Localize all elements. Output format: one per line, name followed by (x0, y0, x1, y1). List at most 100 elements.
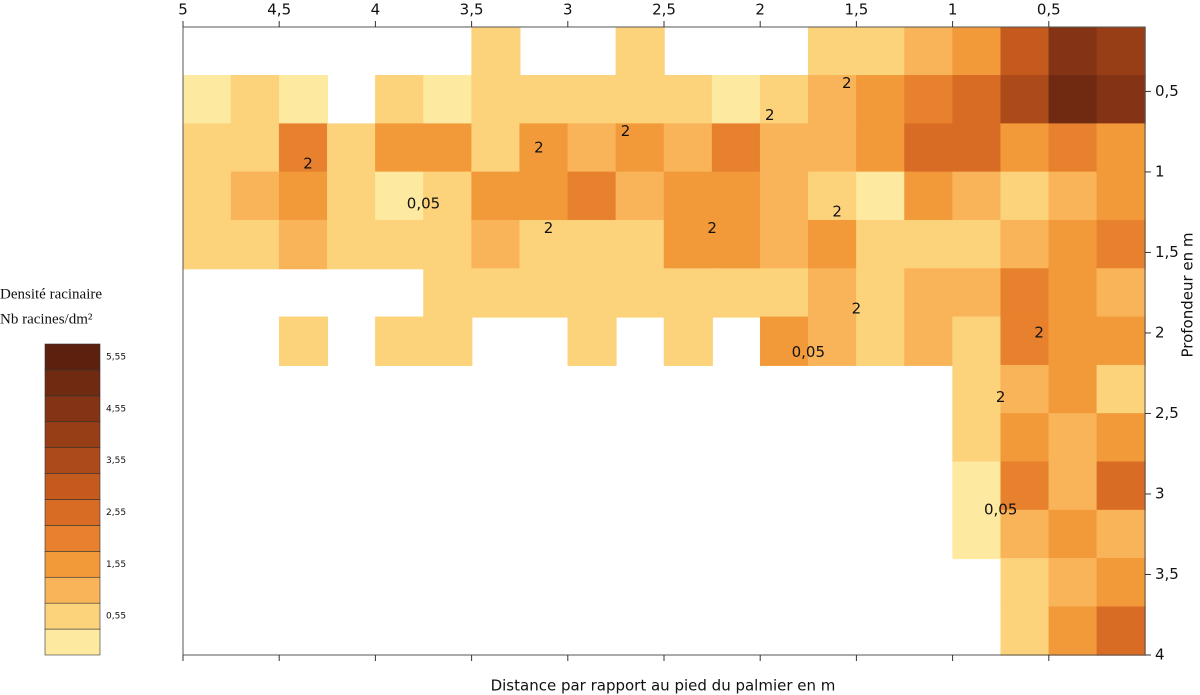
density-cell (904, 268, 954, 318)
density-cell (711, 219, 761, 270)
density-cell (615, 26, 665, 77)
density-cell (423, 171, 473, 221)
density-cell (278, 75, 329, 125)
x-tick-label: 2,5 (652, 1, 676, 19)
density-cell (1096, 364, 1146, 415)
contour-label: 2 (534, 138, 544, 156)
density-cell (615, 123, 665, 173)
contour-label: 2 (765, 106, 775, 124)
density-cell (663, 75, 713, 125)
density-cell (856, 171, 906, 221)
density-cell (952, 26, 1002, 77)
density-cell (1048, 509, 1098, 560)
density-cell (1000, 123, 1050, 173)
density-cell (1096, 413, 1146, 463)
colorbar-tick-label: 3,55 (106, 456, 126, 466)
x-tick-label: 5 (178, 1, 188, 19)
density-cell (1048, 26, 1098, 77)
density-cell (567, 316, 617, 366)
density-cell (952, 171, 1002, 221)
density-cell (1048, 171, 1098, 221)
density-cell (230, 219, 280, 270)
density-cell (1048, 606, 1098, 656)
density-cell (519, 219, 569, 270)
density-cell (808, 268, 858, 318)
density-cell (1096, 558, 1146, 608)
density-cell (759, 123, 810, 173)
density-cell (519, 268, 569, 318)
density-cell (375, 75, 425, 125)
x-tick-label: 3 (563, 1, 573, 19)
density-cell (278, 219, 329, 270)
colorbar-segment (44, 369, 101, 397)
density-cell (1000, 509, 1050, 560)
density-cell (182, 75, 232, 125)
density-cell (423, 75, 473, 125)
density-cell (375, 316, 425, 366)
colorbar-segment (44, 447, 101, 474)
density-cell (471, 26, 521, 77)
density-cell (182, 219, 232, 270)
density-cell (856, 316, 906, 366)
density-cell (278, 171, 329, 221)
density-cell (808, 26, 858, 77)
density-cell (230, 75, 280, 125)
density-cell (1048, 413, 1098, 463)
contour-label: 2 (996, 388, 1006, 406)
density-cell (1000, 268, 1050, 318)
density-cell (904, 171, 954, 221)
density-cell (1096, 171, 1146, 221)
density-cell (1048, 75, 1098, 125)
density-cell (615, 219, 665, 270)
density-cell (182, 171, 232, 221)
y-tick-label: 2,5 (1155, 404, 1179, 422)
density-cell (519, 75, 569, 125)
density-cell (182, 123, 232, 173)
density-cell (1000, 606, 1050, 656)
density-cell (663, 316, 713, 366)
colorbar-segment (44, 499, 101, 526)
density-cell (615, 268, 665, 318)
density-cell (856, 219, 906, 270)
density-cell (904, 123, 954, 173)
density-cell (711, 123, 761, 173)
density-cell (471, 219, 521, 270)
contour-label: 2 (303, 154, 313, 172)
density-cell (759, 219, 810, 270)
density-cell (1096, 461, 1146, 511)
contour-label: 0,05 (407, 195, 440, 213)
density-cell (278, 316, 329, 366)
density-cell (423, 123, 473, 173)
colorbar-segment (44, 551, 101, 578)
y-tick-label: 0,5 (1155, 82, 1179, 100)
density-cell (1048, 316, 1098, 366)
x-tick-label: 2 (755, 1, 765, 19)
colorbar-segment (44, 602, 101, 630)
colorbar-segment (44, 421, 101, 448)
density-cell (856, 123, 906, 173)
density-cell (567, 268, 617, 318)
density-cell (327, 123, 377, 173)
colorbar-segment (44, 343, 101, 371)
colorbar-segment (44, 395, 101, 423)
density-cell (471, 268, 521, 318)
density-cell (1048, 364, 1098, 415)
density-cell (711, 75, 761, 125)
density-cell (1048, 219, 1098, 270)
y-tick-label: 1 (1155, 162, 1165, 180)
density-cell (952, 509, 1002, 560)
density-cell (1048, 268, 1098, 318)
density-cell (567, 171, 617, 221)
density-cell (1096, 219, 1146, 270)
density-cell (1000, 413, 1050, 463)
y-tick-label: 3 (1155, 484, 1165, 502)
density-cell (519, 171, 569, 221)
density-cell (615, 171, 665, 221)
density-cell (423, 316, 473, 366)
colorbar-tick-label: 1,55 (106, 560, 126, 570)
contour-label: 2 (842, 74, 852, 92)
x-tick-label: 1 (948, 1, 958, 19)
y-axis-label: Profondeur en m (1179, 232, 1197, 357)
density-cell (952, 413, 1002, 463)
density-cell (952, 123, 1002, 173)
